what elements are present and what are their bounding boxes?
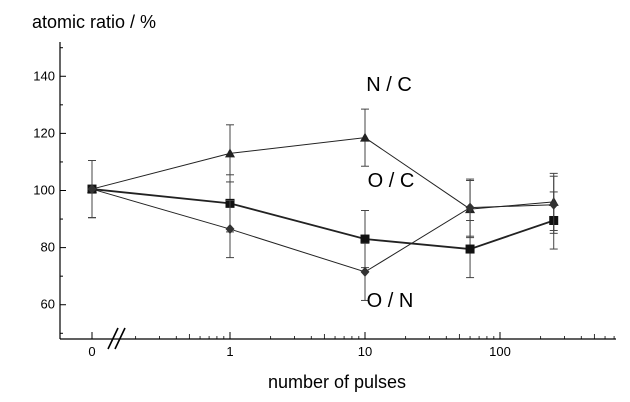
point-marker	[549, 199, 559, 210]
series-line	[91, 188, 555, 250]
point-marker	[360, 132, 370, 142]
y-tick-label: 80	[41, 240, 55, 255]
x-axis-title: number of pulses	[268, 372, 406, 392]
series-label-o-n: O / N	[367, 290, 414, 312]
series-label-n-c: N / C	[366, 74, 412, 96]
axes	[59, 42, 616, 350]
y-axis-title: atomic ratio / %	[32, 12, 156, 32]
series-line	[91, 137, 554, 210]
y-tick-label: 140	[33, 68, 55, 83]
point-marker	[360, 234, 370, 244]
ticks: 60 80 100 120 140 0 1 10 100	[33, 47, 615, 359]
x-tick-label: 0	[88, 344, 95, 359]
series-layer	[87, 108, 559, 301]
point-marker	[360, 266, 370, 277]
series-square	[87, 160, 559, 279]
axis-break-mark	[107, 327, 126, 350]
series-triangle	[87, 108, 559, 239]
point-marker	[225, 148, 235, 158]
point-marker	[465, 244, 475, 254]
series-line	[91, 188, 554, 273]
axis-break-stroke	[114, 327, 126, 350]
series-label-o-c: O / C	[368, 170, 415, 192]
y-tick-label: 120	[33, 125, 55, 140]
x-tick-label: 1	[226, 344, 233, 359]
point-marker	[465, 202, 475, 213]
y-tick-label: 60	[41, 297, 55, 312]
series-diamond	[87, 160, 559, 301]
y-tick-label: 100	[33, 183, 55, 198]
x-tick-label: 10	[358, 344, 372, 359]
point-marker	[225, 224, 235, 235]
point-marker	[87, 184, 97, 195]
axis-break-stroke	[107, 327, 119, 350]
x-tick-label: 100	[489, 344, 511, 359]
